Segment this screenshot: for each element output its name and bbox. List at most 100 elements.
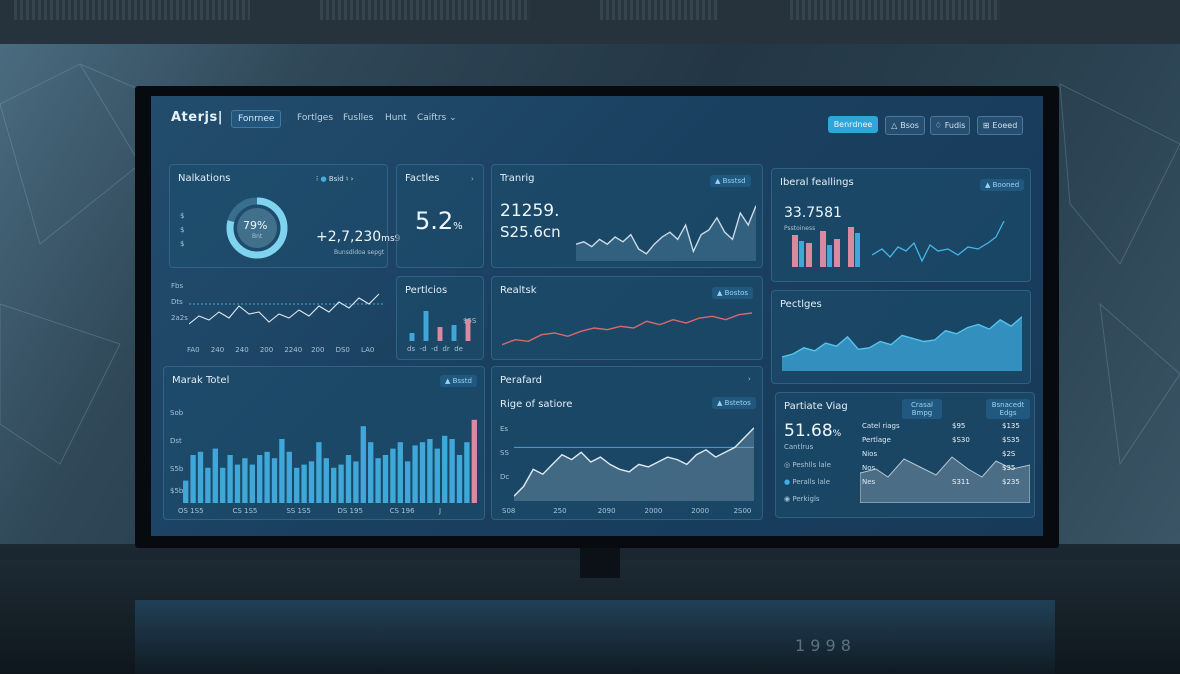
- monitor: Aterjs| Fonrnee Fortlges Fuslles Hunt Ca…: [135, 86, 1059, 548]
- tick-y: SS: [500, 449, 509, 457]
- notifications-value-number: +2,7,230: [316, 229, 382, 245]
- legend-item: ◉ Perkigls: [784, 491, 831, 508]
- nav-item-5[interactable]: Caiftrs ⌄: [411, 110, 463, 126]
- legend-label: Peralls lale: [792, 478, 831, 486]
- trend-bar: [820, 231, 826, 267]
- row-label: Catel riags: [862, 422, 900, 430]
- triangle-icon: △: [891, 121, 898, 130]
- series-area: [576, 205, 756, 261]
- trend-bar: [799, 241, 804, 267]
- training-title: Tranrig: [500, 173, 535, 184]
- realtask-chip[interactable]: ▲ Bostos: [712, 287, 754, 299]
- tool-button-3-label: Eoeed: [992, 121, 1018, 130]
- trends-bars: [792, 227, 854, 267]
- bar: [257, 455, 263, 503]
- bar: [397, 442, 403, 503]
- tick-y: $5b: [170, 487, 184, 495]
- nav-item-1[interactable]: Fonrnee: [231, 110, 282, 128]
- bar: [427, 439, 433, 503]
- tick-x: LA0: [361, 346, 375, 354]
- primary-button-label: Benrdnee: [833, 120, 873, 129]
- tick-y: Fbs: [171, 282, 184, 290]
- row-value-b: $235: [1002, 478, 1020, 486]
- bar: [449, 439, 455, 503]
- chevron-right-icon[interactable]: ›: [471, 175, 474, 183]
- tick-x: DS0: [335, 346, 350, 354]
- trend-bar: [827, 245, 832, 267]
- bar: [220, 467, 226, 503]
- portable-col-a: $95 $S30 S311: [952, 419, 970, 489]
- gauge-sub: Bnt: [252, 233, 263, 240]
- chevron-right-icon[interactable]: ›: [748, 375, 751, 383]
- arrow-up-icon: ▲: [717, 399, 725, 407]
- bar: [227, 455, 233, 503]
- series-line: [782, 316, 1022, 358]
- tick-y: 2a2s: [171, 314, 188, 322]
- portable-area-chart: [860, 456, 1030, 503]
- training-card: Tranrig ▲ Bsstsd 21259. S25.6cn: [491, 164, 763, 268]
- gauge-label: 79%: [243, 219, 268, 232]
- bar: [451, 325, 457, 341]
- share-icon: ♮: [345, 175, 349, 183]
- tick-x: 2090: [597, 507, 616, 515]
- factles-value-suffix: %: [453, 221, 463, 232]
- nav-item-2[interactable]: Fortlges: [297, 113, 334, 123]
- nav-item-3[interactable]: Fuslles: [343, 113, 374, 123]
- row-value-b: $2S: [1002, 450, 1016, 458]
- notifications-controls[interactable]: ⁝ ● Bsid ♮ ›: [316, 175, 353, 183]
- rise-line-chart: [514, 427, 754, 501]
- bar: [409, 333, 415, 341]
- col-header-1[interactable]: Crasal Bmpg: [902, 399, 942, 419]
- bar: [183, 480, 189, 503]
- notifications-controls-label: Bsid: [328, 175, 344, 183]
- bar: [249, 464, 255, 503]
- legend-item: ● Peralls lale: [784, 474, 831, 491]
- bar: [294, 467, 300, 503]
- tool-button-3[interactable]: ⊞ Eoeed: [977, 116, 1023, 135]
- bar: [464, 442, 470, 503]
- tick-x: -d: [419, 345, 427, 353]
- trends-chip[interactable]: ▲ Booned: [980, 179, 1025, 191]
- trend-bar: [834, 239, 840, 267]
- tool-button-1[interactable]: △ Bsos: [885, 116, 925, 135]
- row-label: Pertlage: [862, 436, 891, 444]
- row-label: Nos: [862, 464, 876, 472]
- factles-value: 5.2%: [415, 207, 463, 235]
- notifications-value-suffix: ms9: [381, 234, 401, 244]
- row-value-a: [952, 461, 970, 475]
- monitor-stand: [580, 546, 620, 578]
- bar: [264, 451, 270, 503]
- bar: [412, 445, 418, 503]
- row-value-b: $135: [1002, 422, 1020, 430]
- rise-chip[interactable]: ▲ Bstetos: [712, 397, 756, 409]
- tick-x: dr: [442, 345, 450, 353]
- factles-value-number: 5.2: [415, 207, 454, 235]
- market-total-chip[interactable]: ▲ Bsstd: [440, 375, 477, 387]
- mini-line-chart: [189, 293, 384, 325]
- training-chip[interactable]: ▲ Bsstsd: [710, 175, 751, 187]
- ceiling-vent: [14, 0, 250, 20]
- legend-label: Peshlls lale: [792, 461, 831, 469]
- trends-title: Iberal feallings: [780, 177, 854, 188]
- trends-sub: Psstoiness: [784, 225, 816, 232]
- nav-item-4[interactable]: Hunt: [385, 113, 407, 123]
- portable-row-labels: Catel riags Pertlage Nios Nos Nes: [862, 419, 900, 489]
- series-line: [502, 312, 752, 346]
- tick-x: 240: [210, 346, 225, 354]
- col-header-2[interactable]: Bsnacedt Edgs: [986, 399, 1030, 419]
- arrow-up-icon: ▲: [715, 177, 723, 185]
- trend-bar: [806, 243, 812, 267]
- series-line: [514, 427, 754, 497]
- tick-y: Dst: [170, 437, 182, 445]
- tick-x: 250: [553, 507, 567, 515]
- series-area: [782, 316, 1022, 371]
- bar: [419, 442, 426, 503]
- primary-button[interactable]: Benrdnee: [828, 116, 878, 133]
- tool-button-2[interactable]: ♢ Fudis: [930, 116, 970, 135]
- bar: [456, 455, 463, 503]
- portfolios-title: Pertlcios: [405, 285, 448, 296]
- chevron-down-icon: ⌄: [449, 113, 457, 123]
- training-value-2: S25.6cn: [500, 223, 561, 241]
- bar: [390, 448, 396, 503]
- row-value-a: [952, 447, 970, 461]
